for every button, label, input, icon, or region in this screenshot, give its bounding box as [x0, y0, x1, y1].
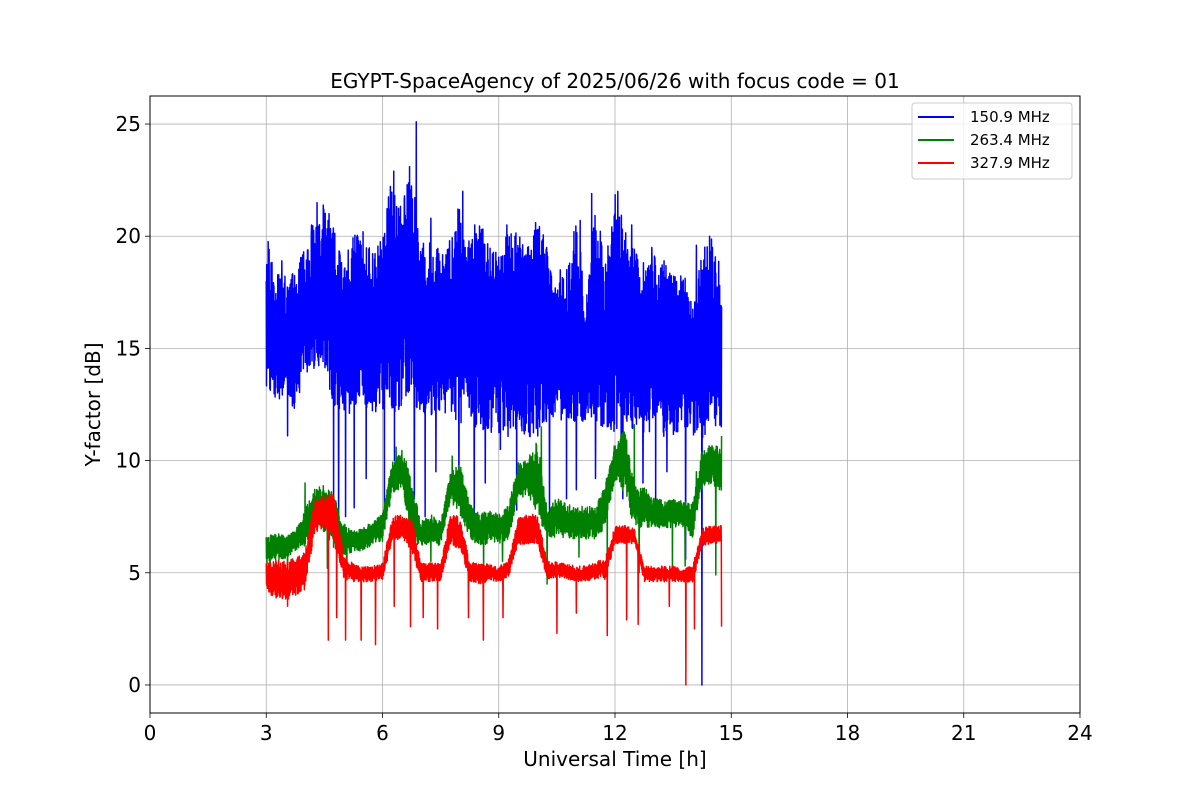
- legend-label-263mhz: 263.4 MHz: [970, 131, 1050, 149]
- y-tick-label: 25: [116, 112, 141, 136]
- y-axis-label: Y-factor [dB]: [81, 342, 105, 467]
- y-tick-label: 10: [116, 449, 141, 473]
- y-tick-label: 15: [116, 336, 141, 360]
- x-axis-label: Universal Time [h]: [523, 747, 706, 771]
- x-tick-label: 15: [719, 721, 744, 745]
- legend-label-327mhz: 327.9 MHz: [970, 154, 1050, 172]
- y-tick-label: 5: [128, 561, 141, 585]
- legend: 150.9 MHz 263.4 MHz 327.9 MHz: [911, 102, 1073, 180]
- x-tick-label: 3: [260, 721, 273, 745]
- series-line-327mhz: [265, 493, 723, 686]
- series-layer: [265, 121, 723, 686]
- x-tick-label: 9: [492, 721, 505, 745]
- x-tick-label: 24: [1067, 721, 1092, 745]
- ticks: 0 3 6 9 12 15 18 21 24 0 5 10 15 20 25: [116, 112, 1093, 745]
- series-line-263mhz: [265, 423, 723, 585]
- y-tick-label: 20: [116, 224, 141, 248]
- chart-title: EGYPT-SpaceAgency of 2025/06/26 with foc…: [330, 69, 899, 93]
- x-tick-label: 6: [376, 721, 389, 745]
- x-tick-label: 12: [602, 721, 627, 745]
- legend-label-150mhz: 150.9 MHz: [970, 108, 1050, 126]
- x-tick-label: 18: [835, 721, 860, 745]
- legend-box: [911, 102, 1073, 180]
- series-line-150mhz: [265, 121, 723, 686]
- x-tick-label: 0: [144, 721, 157, 745]
- x-tick-label: 21: [951, 721, 976, 745]
- y-tick-label: 0: [128, 673, 141, 697]
